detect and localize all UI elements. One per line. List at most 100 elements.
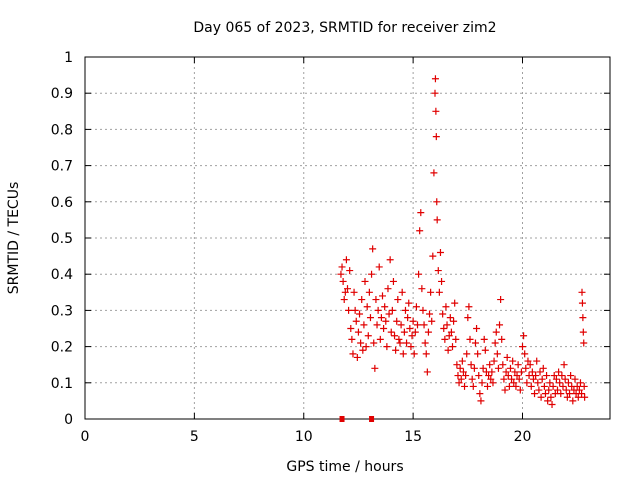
data-point (543, 372, 551, 380)
data-point (370, 339, 378, 347)
data-point (449, 343, 456, 351)
data-point (366, 314, 374, 322)
data-point (468, 375, 476, 383)
x-tick-label: 20 (514, 429, 532, 445)
data-point (499, 361, 507, 369)
data-point (450, 317, 458, 325)
data-point (351, 306, 359, 314)
data-point (455, 379, 463, 387)
data-point (353, 353, 361, 361)
data-point (421, 339, 429, 347)
y-tick-label: 0.6 (51, 195, 73, 211)
data-point (470, 364, 478, 372)
data-point (394, 296, 402, 304)
data-point (396, 339, 404, 347)
data-point (434, 267, 442, 275)
data-point (342, 256, 350, 264)
data-point (427, 288, 435, 296)
data-point (534, 379, 542, 387)
data-point (548, 401, 556, 409)
data-point (375, 263, 383, 271)
data-point (345, 306, 353, 314)
data-point (576, 379, 584, 387)
data-point (436, 248, 444, 256)
y-tick-label: 1 (64, 50, 73, 66)
data-point (467, 361, 475, 369)
data-point (401, 306, 409, 314)
data-point (358, 296, 366, 304)
data-point (578, 390, 586, 398)
y-axis-label: SRMTID / TECUs (6, 182, 22, 295)
chart-title: Day 065 of 2023, SRMTID for receiver zim… (193, 20, 496, 36)
data-point (508, 375, 516, 383)
data-point (416, 227, 424, 235)
data-point (580, 339, 588, 347)
data-point (344, 285, 351, 293)
data-point (452, 335, 460, 343)
data-point (562, 386, 570, 394)
data-point (431, 75, 439, 83)
data-point (519, 343, 526, 351)
data-point (389, 277, 397, 285)
data-point (569, 397, 577, 405)
data-point (422, 350, 430, 358)
data-point (424, 328, 432, 336)
data-point (497, 296, 505, 304)
data-point (506, 364, 514, 372)
data-point (552, 375, 560, 383)
data-point (489, 379, 497, 387)
data-point (501, 386, 509, 394)
data-point (536, 368, 544, 376)
data-point (532, 372, 540, 380)
data-point (453, 361, 461, 369)
data-point (348, 335, 356, 343)
data-point (490, 357, 498, 365)
data-point (432, 107, 440, 115)
data-point (391, 332, 399, 340)
data-point (337, 270, 345, 278)
data-point (433, 216, 441, 224)
data-point (550, 372, 558, 380)
data-point (406, 325, 414, 332)
data-point (529, 375, 537, 383)
data-point (567, 372, 575, 380)
y-tick-label: 0.3 (51, 303, 73, 319)
data-point (423, 368, 431, 376)
data-point (559, 382, 567, 390)
data-point (458, 357, 466, 365)
data-point (387, 328, 395, 336)
data-point (420, 321, 428, 329)
data-point (484, 382, 491, 390)
data-point (347, 325, 355, 332)
x-axis: 0 5 10 15 20 (81, 57, 532, 445)
y-axis: 0 0.1 0.2 0.3 0.4 0.5 0.6 0.7 0.8 0.9 1 (51, 50, 610, 428)
data-point (538, 375, 546, 383)
data-point (369, 245, 377, 253)
data-point (408, 332, 416, 340)
data-point (398, 288, 406, 296)
data-point (514, 361, 522, 369)
data-point (356, 310, 364, 318)
data-point (411, 328, 419, 336)
data-point (541, 390, 549, 398)
data-point (403, 339, 411, 347)
data-point (528, 368, 536, 376)
data-point (338, 263, 346, 271)
data-point (412, 303, 420, 311)
data-point-zero (369, 416, 375, 422)
data-point (362, 343, 370, 351)
data-point (502, 368, 510, 376)
data-point (581, 393, 589, 401)
data-point (372, 296, 380, 304)
data-point (539, 364, 547, 372)
data-point (368, 270, 376, 278)
data-point (442, 303, 450, 311)
data-point (393, 317, 401, 325)
data-point (443, 321, 451, 329)
data-point (471, 339, 479, 347)
data-point (444, 346, 452, 354)
data-point (517, 368, 525, 376)
data-point (386, 256, 394, 264)
data-point (481, 346, 489, 354)
data-point (558, 372, 566, 380)
